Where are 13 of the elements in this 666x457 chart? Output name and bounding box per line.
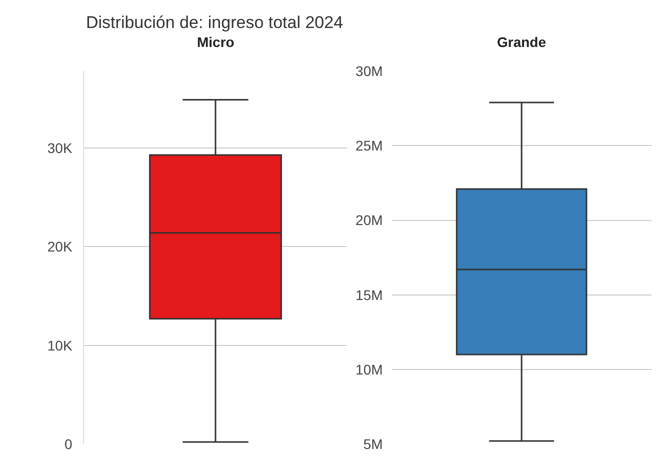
text: Distribución de: ingreso total 2024 <box>86 13 344 32</box>
y-tick-label: 20K <box>47 238 73 255</box>
y-tick-label: 5M <box>363 436 383 452</box>
chart-title: Micro <box>197 34 234 50</box>
y-tick-label: 30M <box>356 63 383 80</box>
y-tick-label: 30K <box>47 140 73 156</box>
y-tick-label: 20M <box>356 212 383 228</box>
y-tick-label: 10K <box>47 337 73 354</box>
chart-title: Grande <box>497 34 546 50</box>
y-tick-label: 0 <box>64 436 73 452</box>
y-tick-label: 10M <box>356 361 383 378</box>
y-tick-label: 25M <box>356 138 383 154</box>
y-tick-label: 15M <box>356 286 383 303</box>
